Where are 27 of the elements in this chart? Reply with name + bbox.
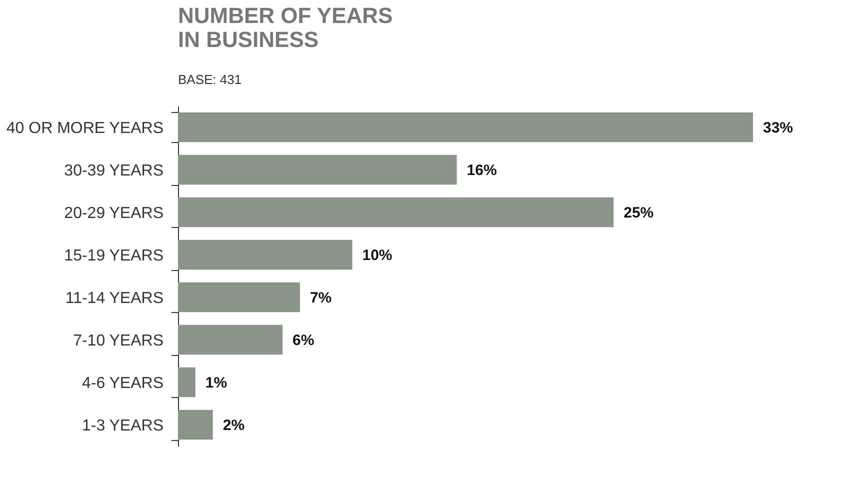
y-tick-label: 15-19 YEARS	[64, 247, 164, 264]
bar	[178, 240, 352, 270]
data-label: 6%	[292, 332, 314, 349]
data-label: 33%	[763, 119, 794, 136]
y-tick-label: 1-3 YEARS	[82, 417, 164, 434]
y-tick-label: 4-6 YEARS	[82, 374, 164, 392]
bar	[178, 410, 213, 440]
text: IN BUSINESS	[178, 27, 319, 52]
data-label: 10%	[362, 246, 392, 264]
bar	[178, 154, 457, 185]
y-tick-label: 40 OR MORE YEARS	[6, 120, 164, 137]
bar	[178, 112, 753, 142]
data-label: 16%	[466, 162, 497, 179]
chart-subtitle: BASE: 431	[178, 72, 242, 87]
bar	[178, 324, 283, 355]
y-tick-label: 30-39 YEARS	[64, 162, 164, 180]
data-label: 7%	[310, 289, 332, 306]
bar	[178, 367, 196, 398]
text: NUMBER OF YEARS	[178, 3, 393, 28]
data-label: 1%	[205, 374, 228, 392]
y-tick-label: 20-29 YEARS	[64, 204, 164, 222]
bar	[178, 197, 614, 228]
bar	[178, 282, 300, 312]
y-tick-label: 7-10 YEARS	[73, 332, 164, 350]
data-label: 25%	[624, 204, 654, 222]
data-label: 2%	[222, 416, 245, 434]
y-tick-label: 11-14 YEARS	[65, 290, 164, 307]
